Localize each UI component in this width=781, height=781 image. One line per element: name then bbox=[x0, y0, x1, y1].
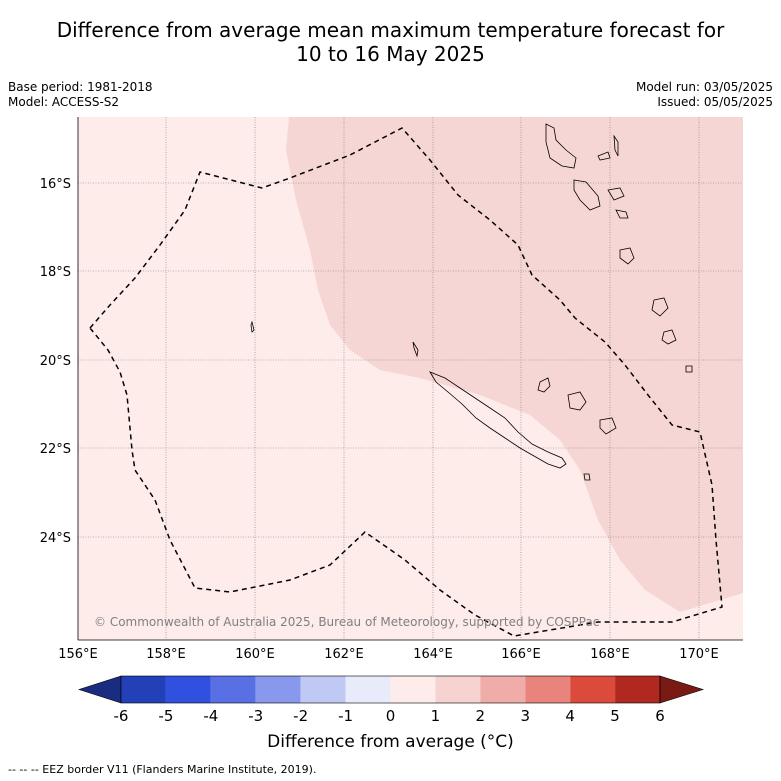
colorbar-tick-label: 0 bbox=[386, 707, 396, 725]
colorbar-swatch bbox=[480, 676, 526, 703]
lon-tick: 162°E bbox=[324, 647, 364, 662]
lat-tick: 24°S bbox=[40, 531, 71, 546]
colorbar-tick-label: 1 bbox=[431, 707, 441, 725]
new-caledonia-island bbox=[429, 371, 567, 469]
colorbar-tick-label: 3 bbox=[520, 707, 530, 725]
belep-islands bbox=[412, 341, 419, 358]
walpole-island bbox=[583, 473, 591, 481]
loyalty-islands-mare bbox=[599, 417, 617, 435]
colorbar-tick-label: 4 bbox=[565, 707, 575, 725]
base-period: Base period: 1981-2018 bbox=[8, 80, 153, 94]
lon-tick: 156°E bbox=[58, 647, 98, 662]
lat-tick: 22°S bbox=[40, 442, 71, 457]
colorbar-extend-low bbox=[78, 675, 122, 704]
colorbar-swatch bbox=[255, 676, 301, 703]
lon-tick: 166°E bbox=[501, 647, 541, 662]
vanuatu-epi bbox=[615, 209, 629, 219]
colorbar-tick-label: 2 bbox=[476, 707, 486, 725]
chesterfield-reef bbox=[250, 320, 255, 333]
colorbar-swatch bbox=[300, 676, 346, 703]
colorbar-swatch bbox=[570, 676, 616, 703]
colorbar-tick-label: 5 bbox=[610, 707, 620, 725]
colorbar-swatch bbox=[435, 676, 481, 703]
colorbar-tick-label: -6 bbox=[114, 707, 129, 725]
vanuatu-ambrym bbox=[607, 187, 625, 201]
colorbar-swatch bbox=[615, 676, 660, 703]
colorbar-title: Difference from average (°C) bbox=[267, 732, 514, 752]
copyright-text: © Commonwealth of Australia 2025, Bureau… bbox=[94, 615, 599, 629]
colorbar-tick-label: -1 bbox=[338, 707, 353, 725]
lat-tick: 16°S bbox=[40, 177, 71, 192]
lat-tick: 18°S bbox=[40, 265, 71, 280]
loyalty-islands-lifou bbox=[567, 391, 587, 411]
lon-tick: 170°E bbox=[679, 647, 719, 662]
meta-right: Model run: 03/05/2025 Issued: 05/05/2025 bbox=[636, 80, 773, 110]
vanuatu-tanna bbox=[661, 329, 677, 345]
colorbar-tick-label: -3 bbox=[248, 707, 263, 725]
colorbar-swatch bbox=[345, 676, 391, 703]
lon-tick: 160°E bbox=[235, 647, 275, 662]
eez-legend-note: -- -- -- EEZ border V11 (Flanders Marine… bbox=[8, 763, 317, 776]
lon-ticks: 156°E 158°E 160°E 162°E 164°E 166°E 168°… bbox=[58, 647, 719, 662]
vanuatu-efate bbox=[619, 247, 635, 265]
loyalty-islands-ouvea bbox=[537, 377, 551, 393]
lon-tick: 158°E bbox=[146, 647, 186, 662]
vanuatu-erromango bbox=[651, 297, 669, 317]
meta-left: Base period: 1981-2018 Model: ACCESS-S2 bbox=[8, 80, 153, 110]
colorbar-swatch bbox=[390, 676, 436, 703]
vanuatu-espiritu-santo bbox=[545, 123, 577, 169]
colorbar-tick-label: -4 bbox=[203, 707, 218, 725]
title-line-2: 10 to 16 May 2025 bbox=[296, 42, 485, 66]
colorbar-frame bbox=[120, 675, 661, 704]
lat-ticks: 16°S 18°S 20°S 22°S 24°S bbox=[40, 177, 71, 546]
eez-border bbox=[89, 127, 723, 637]
colorbar-swatch bbox=[121, 676, 166, 703]
colorbar-extend-high bbox=[659, 675, 705, 704]
colorbar-tick-label: -5 bbox=[158, 707, 173, 725]
vanuatu-aneityum bbox=[685, 365, 693, 373]
lat-tick: 20°S bbox=[40, 354, 71, 369]
colorbar-swatch bbox=[210, 676, 256, 703]
model-name: Model: ACCESS-S2 bbox=[8, 95, 120, 109]
colorbar-tick-label: -2 bbox=[293, 707, 308, 725]
vanuatu-pentecost bbox=[597, 151, 611, 161]
lon-tick: 164°E bbox=[413, 647, 453, 662]
title-line-1: Difference from average mean maximum tem… bbox=[56, 18, 725, 42]
gridlines bbox=[78, 117, 743, 640]
vanuatu-maewo bbox=[613, 134, 619, 157]
issued-date: Issued: 05/05/2025 bbox=[657, 95, 773, 109]
lon-tick: 168°E bbox=[590, 647, 630, 662]
anomaly-region-1-2 bbox=[286, 117, 743, 612]
colorbar: -6 -5 -4 -3 -2 -1 0 1 2 3 4 5 6 bbox=[78, 675, 705, 725]
model-run: Model run: 03/05/2025 bbox=[635, 80, 773, 94]
vanuatu-malakula bbox=[573, 179, 601, 211]
colorbar-swatch bbox=[525, 676, 571, 703]
colorbar-swatch bbox=[165, 676, 211, 703]
colorbar-tick-label: 6 bbox=[655, 707, 665, 725]
map-title: Difference from average mean maximum tem… bbox=[0, 18, 781, 66]
